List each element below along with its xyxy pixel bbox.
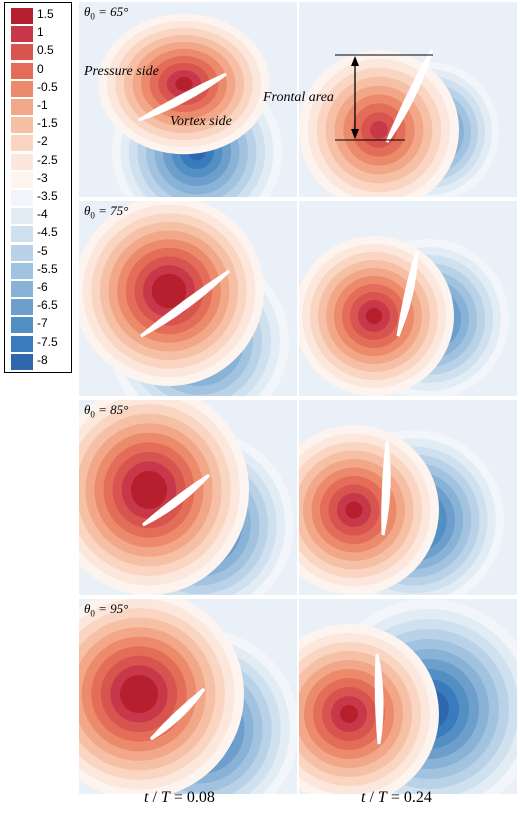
legend-entry: 1 <box>5 24 71 43</box>
legend-swatch <box>11 226 33 243</box>
contour-panel-theta75-t008 <box>79 201 297 396</box>
airfoil-shape <box>140 269 231 338</box>
legend-label: -8 <box>37 352 48 367</box>
frontal-area-label: Frontal area <box>263 90 334 105</box>
contour-panel-theta85-t008 <box>79 400 297 595</box>
airfoil-shape <box>138 72 227 122</box>
theta-label-85: θ0 = 85° <box>84 402 129 420</box>
legend-entry: 0 <box>5 61 71 80</box>
legend-label: -7 <box>37 316 48 331</box>
legend-swatch <box>11 99 33 115</box>
legend-swatch <box>11 153 33 170</box>
legend-swatch <box>11 299 33 316</box>
legend-label: -7.5 <box>37 334 58 349</box>
contour-plot <box>299 400 517 595</box>
legend-swatch <box>11 335 33 352</box>
legend-label: -4.5 <box>37 225 58 240</box>
theta-label-95: θ0 = 95° <box>84 601 129 619</box>
contour-panel-theta65-t008 <box>79 2 297 197</box>
frontal-area-dimension <box>335 54 433 141</box>
legend-swatch <box>11 353 33 370</box>
legend-label: -6.5 <box>37 298 58 313</box>
legend-swatch <box>11 208 33 225</box>
legend-swatch <box>11 8 33 24</box>
contour-plot <box>299 599 517 794</box>
legend-swatch <box>11 317 33 334</box>
airfoil-shape <box>149 687 206 741</box>
legend-label: -3.5 <box>37 189 58 203</box>
legend-entry: -0.5 <box>5 79 71 98</box>
contour-panel-theta95-t008 <box>79 599 297 794</box>
airfoil-shape <box>385 49 434 143</box>
legend-entry: -7.5 <box>5 334 71 353</box>
contour-plot <box>79 2 297 197</box>
legend-entry: -4 <box>5 206 71 225</box>
legend-entry: 1.5 <box>5 6 71 25</box>
legend-entry: -1 <box>5 97 71 116</box>
theta-label-75: θ0 = 75° <box>84 203 129 221</box>
airfoil-shape <box>396 250 419 337</box>
legend-swatch <box>11 135 33 152</box>
contour-plot <box>299 201 517 396</box>
legend-label: -5.5 <box>37 261 58 276</box>
legend-swatch <box>11 281 33 297</box>
legend-label: -1.5 <box>37 116 58 131</box>
legend-swatch <box>11 26 33 43</box>
legend-entry: -1.5 <box>5 115 71 134</box>
vortex-side-label: Vortex side <box>170 114 232 129</box>
legend-entry: -5.5 <box>5 261 71 280</box>
legend-entry: -6 <box>5 279 71 298</box>
legend-label: -5 <box>37 243 48 258</box>
legend-label: -2.5 <box>37 152 58 167</box>
legend-swatch <box>11 117 33 134</box>
legend-label: 1 <box>37 25 44 40</box>
legend-label: -1 <box>37 98 48 112</box>
legend-entry: -2.5 <box>5 152 71 171</box>
legend-entry: -4.5 <box>5 224 71 243</box>
legend-label: -4 <box>37 207 48 222</box>
legend-label: -3 <box>37 170 48 185</box>
contour-panel-theta65-t024 <box>299 2 517 197</box>
legend-entry: -5 <box>5 243 71 262</box>
contour-plot <box>79 599 297 794</box>
contour-plot <box>299 2 517 197</box>
legend-entry: -3 <box>5 170 71 189</box>
legend-label: 0 <box>37 61 44 76</box>
legend-entry: -8 <box>5 352 71 371</box>
legend-label: -2 <box>37 134 48 149</box>
legend-swatch <box>11 44 33 61</box>
column-label-left: t / T = 0.08 <box>144 789 215 806</box>
legend-entry: -3.5 <box>5 188 71 207</box>
legend-entry: -2 <box>5 133 71 152</box>
legend-entry: -6.5 <box>5 297 71 316</box>
airfoil-shape <box>381 441 391 536</box>
column-label-right: t / T = 0.24 <box>361 789 432 806</box>
theta-label-65: θ0 = 65° <box>84 4 129 22</box>
legend-entry: -7 <box>5 315 71 334</box>
legend-label: -6 <box>37 280 48 294</box>
legend-entry: 0.5 <box>5 42 71 61</box>
legend-swatch <box>11 244 33 261</box>
contour-panel-theta75-t024 <box>299 201 517 396</box>
legend-swatch <box>11 190 33 206</box>
airfoil-shape <box>374 653 384 745</box>
contour-panel-theta95-t024 <box>299 599 517 794</box>
airfoil-shape <box>142 473 211 527</box>
legend-swatch <box>11 171 33 188</box>
contour-panel-theta85-t024 <box>299 400 517 595</box>
legend-swatch <box>11 262 33 279</box>
contour-plot <box>79 201 297 396</box>
contour-plot <box>79 400 297 595</box>
legend-swatch <box>11 80 33 97</box>
legend-label: -0.5 <box>37 79 58 94</box>
legend-swatch <box>11 62 33 79</box>
legend-label: 0.5 <box>37 43 54 58</box>
colorbar-legend: 1.5 1 0.5 0 -0.5 -1 -1.5 -2 -2.5 -3 -3.5 -4 -4.5 -5 -5… <box>4 2 72 373</box>
pressure-side-label: Pressure side <box>84 64 159 79</box>
legend-label: 1.5 <box>37 7 54 21</box>
